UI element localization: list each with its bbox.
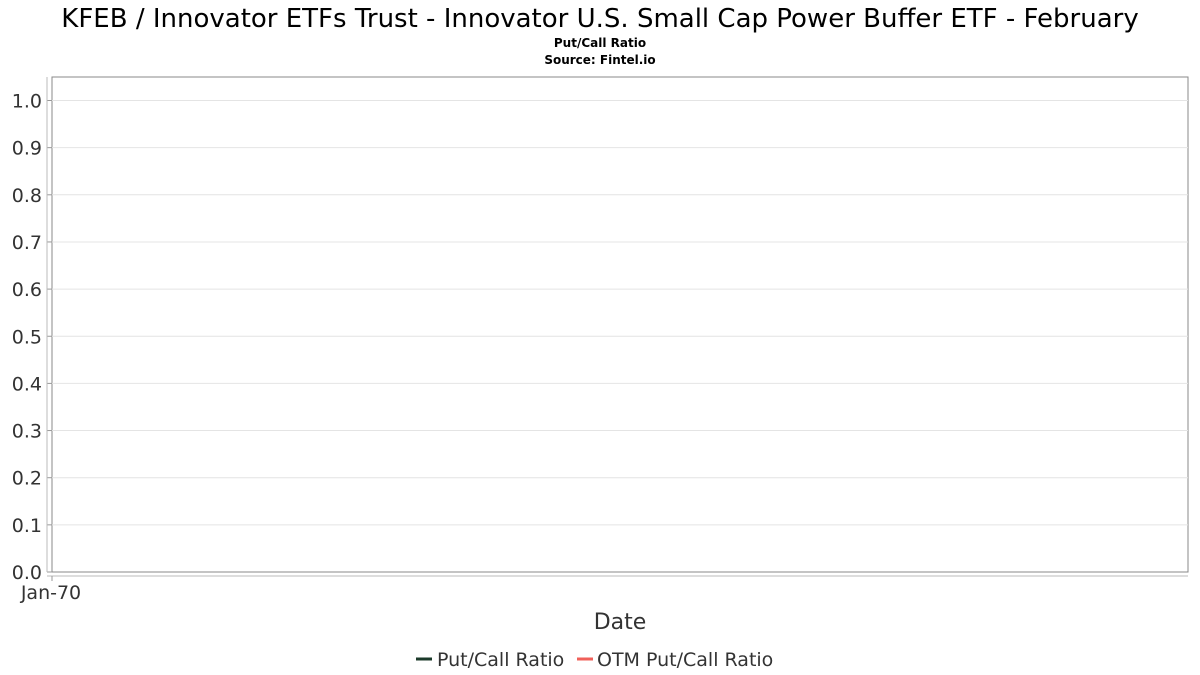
y-tick-label: 0.6	[12, 279, 42, 301]
y-tick-label: 0.8	[12, 185, 42, 207]
chart-header: KFEB / Innovator ETFs Trust - Innovator …	[61, 4, 1138, 67]
y-axis: 0.0 0.1 0.2 0.3 0.4 0.5 0.6 0.7 0.8 0.9 1.0	[12, 77, 52, 584]
y-tick-label: 0.0	[12, 562, 42, 584]
chart-subtitle: Put/Call Ratio	[554, 36, 646, 50]
legend: Put/Call Ratio OTM Put/Call Ratio	[416, 649, 773, 671]
y-tick-label: 0.2	[12, 468, 42, 490]
y-tick-label: 0.1	[12, 515, 42, 537]
legend-label-0: Put/Call Ratio	[437, 649, 564, 671]
chart-title: KFEB / Innovator ETFs Trust - Innovator …	[61, 4, 1138, 34]
y-tick-label: 0.3	[12, 421, 42, 443]
chart-source: Source: Fintel.io	[544, 53, 655, 67]
x-tick-label: Jan-70	[20, 582, 81, 604]
legend-label-1: OTM Put/Call Ratio	[597, 649, 773, 671]
plot-area	[51, 76, 1189, 573]
x-axis: Jan-70	[20, 575, 1188, 604]
x-axis-label: Date	[594, 610, 647, 635]
y-tick-label: 0.9	[12, 138, 42, 160]
y-tick-label: 1.0	[12, 91, 42, 113]
y-tick-label: 0.4	[12, 373, 42, 395]
grid-lines	[52, 100, 1188, 526]
y-tick-label: 0.7	[12, 232, 42, 254]
y-tick-label: 0.5	[12, 326, 42, 348]
